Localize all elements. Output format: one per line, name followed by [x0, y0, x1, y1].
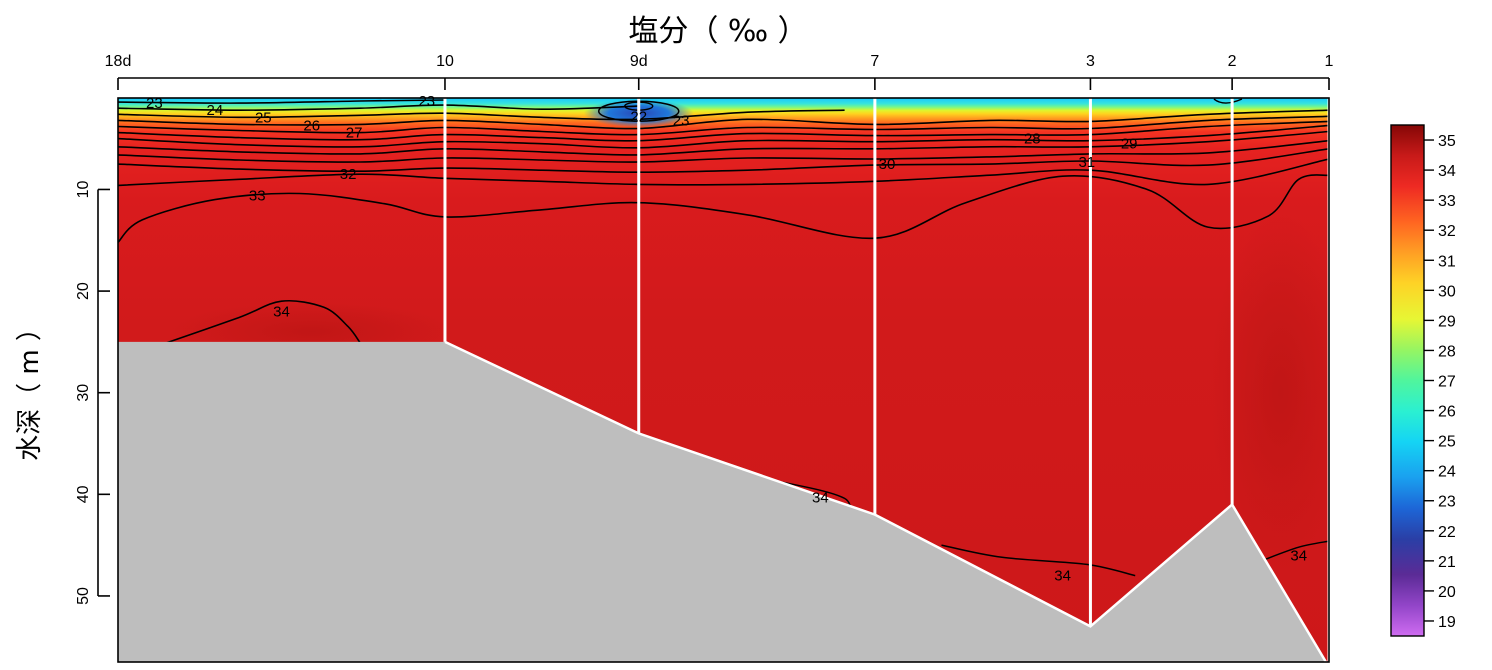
colorbar-tick-label: 22 [1438, 524, 1456, 541]
seabed-edge [444, 340, 1331, 668]
colorbar-tick-label: 33 [1438, 193, 1456, 210]
station-tick-label: 7 [870, 53, 879, 70]
colorbar-tick-label: 34 [1438, 163, 1456, 180]
colorbar-tick-label: 35 [1438, 133, 1456, 150]
contour-line [118, 109, 1329, 130]
contour-line [118, 124, 1329, 149]
depth-tick-label: 40 [75, 485, 92, 503]
plot-frame [117, 97, 1330, 663]
colorbar-tick-label: 19 [1438, 614, 1456, 631]
contour-line [118, 148, 1329, 174]
colorbar-tick-label: 23 [1438, 494, 1456, 511]
contour-label: 22 [630, 108, 647, 125]
station-tick-label: 2 [1228, 53, 1237, 70]
colorbar-tick-label: 27 [1438, 374, 1456, 391]
contour-line [941, 544, 1136, 577]
colorbar-tick-label: 31 [1438, 253, 1456, 270]
colorbar-tick-label: 21 [1438, 554, 1456, 571]
contour-label: 34 [1054, 568, 1071, 585]
contour-line [118, 174, 1329, 243]
contour-label: 26 [303, 117, 320, 134]
contour-line [118, 120, 1329, 142]
high-salinity-core [1210, 212, 1329, 573]
depth-tick-label: 10 [75, 180, 92, 198]
contour-line [118, 109, 845, 121]
contour-line [1262, 540, 1329, 562]
colorbar-tick-label: 26 [1438, 404, 1456, 421]
station-tick-label: 1 [1325, 53, 1334, 70]
contour-line [118, 99, 446, 104]
colorbar-tick-label: 20 [1438, 584, 1456, 601]
colorbar: 35 34 33 32 31 30 29 28 27 26 25 24 23 22 21 20 19 [1390, 124, 1456, 637]
contour-label: 29 [1121, 136, 1138, 153]
depth-tick-label: 50 [75, 587, 92, 605]
contour-label: 28 [1024, 131, 1041, 148]
contour-label: 30 [879, 156, 896, 173]
contour-line [118, 104, 639, 112]
contour-label: 32 [340, 166, 357, 183]
colorbar-tick-label: 29 [1438, 313, 1456, 330]
contour-line [118, 130, 1329, 156]
chart-title: 塩分（ ‰ ） [628, 14, 807, 49]
colorbar-tick-label: 24 [1438, 464, 1456, 481]
station-tick-label: 9d [630, 53, 648, 70]
contour-label: 25 [255, 109, 272, 126]
contour-line [1213, 98, 1243, 104]
colorbar-tick-label: 30 [1438, 283, 1456, 300]
colorbar-tick-label: 25 [1438, 434, 1456, 451]
station-tick-label: 10 [436, 53, 454, 70]
contour-line [118, 158, 1329, 187]
seabed-polygon [118, 341, 1329, 668]
contour-label: 34 [1290, 547, 1307, 564]
contour-lines [118, 98, 1329, 577]
depth-tick-label: 30 [75, 384, 92, 402]
contour-line [118, 115, 1329, 136]
contour-label: 34 [273, 303, 290, 320]
contour-label: 23 [146, 95, 163, 112]
contour-line [166, 300, 361, 344]
contour-label: 23 [418, 93, 435, 110]
contour-label: 24 [207, 102, 224, 119]
colorbar-tick-label: 32 [1438, 223, 1456, 240]
contour-label: 33 [249, 188, 266, 205]
contour-line [118, 139, 1329, 163]
contour-label: 23 [673, 112, 690, 129]
contour-line [771, 479, 852, 507]
y-axis-label: 水深（ m ） [15, 315, 45, 461]
station-tick-label: 3 [1086, 53, 1095, 70]
colorbar-tick-label: 28 [1438, 343, 1456, 360]
depth-tick-label: 20 [75, 282, 92, 300]
contour-label: 27 [346, 125, 363, 142]
station-tick-label: 18d [105, 53, 132, 70]
seabed-terrain [118, 340, 1331, 668]
contour-label: 31 [1078, 154, 1095, 171]
colorbar-scale [1390, 124, 1425, 637]
contour-label: 34 [812, 489, 829, 506]
